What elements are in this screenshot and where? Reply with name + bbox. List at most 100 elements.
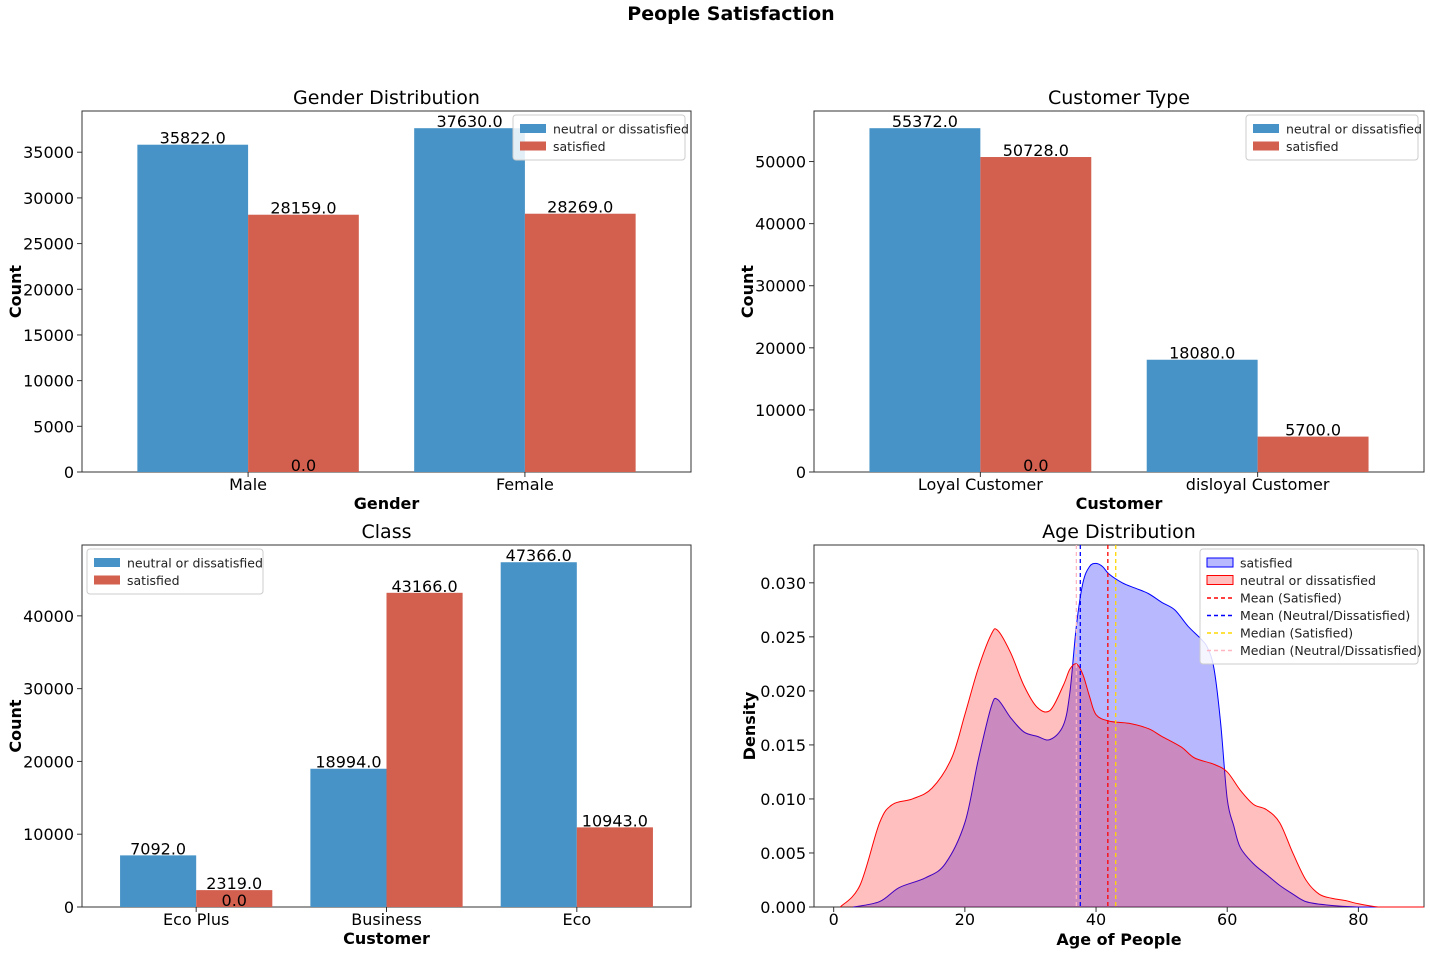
legend-swatch	[1206, 557, 1234, 568]
legend-swatch	[94, 575, 120, 585]
legend-swatch	[520, 141, 546, 151]
bar-value-label: 0.0	[291, 456, 316, 475]
bar	[500, 562, 577, 907]
legend-label: satisfied	[127, 573, 180, 588]
panel-title: Class	[362, 521, 412, 543]
bar	[1257, 436, 1369, 472]
y-tick-label: 35000	[23, 143, 74, 162]
legend-label: neutral or dissatisfied	[1286, 122, 1422, 137]
legend-label: Mean (Satisfied)	[1240, 591, 1342, 606]
x-tick-label: Business	[351, 910, 422, 929]
x-tick-label: 80	[1348, 910, 1368, 929]
bar-value-label: 2319.0	[206, 874, 262, 893]
y-axis-label: Count	[6, 265, 25, 319]
y-tick-label: 0.020	[760, 682, 806, 701]
bar-value-label: 18080.0	[1169, 344, 1235, 363]
legend-label: satisfied	[1240, 556, 1293, 571]
bar-value-label: 28269.0	[547, 198, 613, 217]
bar	[524, 213, 636, 472]
bar-value-label: 37630.0	[436, 112, 502, 131]
x-tick-label: Eco	[562, 910, 591, 929]
bar	[414, 128, 525, 472]
bar-value-label: 18994.0	[315, 753, 381, 772]
y-tick-label: 0	[64, 898, 74, 917]
legend-label: satisfied	[553, 139, 606, 154]
age-chart: Age Distribution Age of People Density 0.00…	[740, 521, 1425, 949]
y-tick-label: 0	[796, 463, 806, 482]
bar	[310, 768, 387, 907]
kde-satisfied-line	[853, 562, 1424, 908]
bar	[576, 827, 653, 907]
y-tick-label: 0	[64, 463, 74, 482]
x-axis-label: Customer	[1076, 494, 1163, 513]
bar-value-label: 43166.0	[391, 577, 457, 596]
bar-value-label: 10943.0	[582, 811, 648, 830]
legend-swatch	[94, 558, 120, 567]
x-axis-label: Customer	[343, 929, 430, 948]
y-tick-label: 40000	[23, 607, 74, 626]
legend-label: Mean (Neutral/Dissatisfied)	[1240, 608, 1410, 623]
bar-value-label: 28159.0	[270, 199, 336, 218]
bar	[120, 855, 197, 907]
bar-value-label: 5700.0	[1285, 421, 1341, 440]
y-tick-label: 30000	[23, 680, 74, 699]
y-tick-label: 0.005	[760, 844, 806, 863]
x-tick-label: 40	[1086, 910, 1106, 929]
bar-value-label: 50728.0	[1003, 141, 1069, 160]
panel-title: Gender Distribution	[293, 87, 480, 109]
legend-box	[86, 548, 264, 595]
x-tick-label: 60	[1217, 910, 1237, 929]
legend-label: neutral or dissatisfied	[553, 122, 689, 137]
customer-type-chart: Customer Type Customer Count 0 10000 20000 300…	[738, 87, 1425, 513]
x-tick-label: disloyal Customer	[1186, 475, 1330, 494]
bar-value-label: 47366.0	[506, 546, 572, 565]
y-axis-label: Density	[740, 691, 759, 760]
y-axis-label: Count	[6, 699, 25, 753]
axes-frame	[813, 544, 1425, 908]
legend-swatch	[1253, 141, 1279, 151]
y-axis-label: Count	[738, 265, 757, 319]
y-tick-label: 0.000	[760, 898, 806, 917]
kde-satisfied-area	[853, 563, 1424, 907]
legend-label: Median (Neutral/Dissatisfied)	[1240, 643, 1422, 658]
legend-label: neutral or dissatisfied	[127, 556, 263, 571]
gender-chart: Gender Distribution Gender Count 0 5000 10000…	[6, 87, 692, 513]
bar-value-label: 0.0	[222, 891, 247, 910]
legend-label: satisfied	[1286, 139, 1339, 154]
y-tick-label: 0.010	[760, 790, 806, 809]
bar-value-label: 0.0	[1023, 456, 1048, 475]
y-tick-label: 30000	[23, 189, 74, 208]
y-tick-label: 10000	[23, 372, 74, 391]
y-tick-label: 50000	[755, 153, 806, 172]
bar	[248, 214, 359, 472]
legend-box	[1199, 548, 1419, 665]
bar-value-label: 7092.0	[130, 839, 186, 858]
y-tick-label: 10000	[23, 825, 74, 844]
y-tick-label: 15000	[23, 326, 74, 345]
legend-label: Median (Satisfied)	[1240, 626, 1353, 641]
y-tick-label: 20000	[755, 339, 806, 358]
panel-title: Customer Type	[1048, 87, 1190, 109]
bar	[869, 128, 981, 472]
y-tick-label: 30000	[755, 277, 806, 296]
legend-swatch	[1253, 124, 1279, 133]
class-chart: Class Customer Count 0 10000 20000 30000 40000 E…	[6, 521, 692, 948]
y-tick-label: 20000	[23, 752, 74, 771]
bar	[386, 592, 463, 907]
kde-neutral-or-dissatisfied-area	[840, 628, 1424, 907]
bar	[1146, 359, 1258, 472]
bar	[196, 890, 273, 907]
y-tick-label: 0.025	[760, 628, 806, 647]
legend-box	[1245, 114, 1419, 161]
x-tick-label: 0	[829, 910, 839, 929]
bar	[137, 144, 249, 472]
y-tick-label: 0.030	[760, 574, 806, 593]
kde-neutral-or-dissatisfied-line	[839, 628, 1424, 908]
legend-label: neutral or dissatisfied	[1240, 573, 1376, 588]
y-tick-label: 40000	[755, 215, 806, 234]
bar	[980, 157, 1092, 473]
legend-swatch	[1206, 575, 1234, 585]
legend-box	[512, 114, 686, 161]
legend-swatch	[520, 124, 546, 133]
